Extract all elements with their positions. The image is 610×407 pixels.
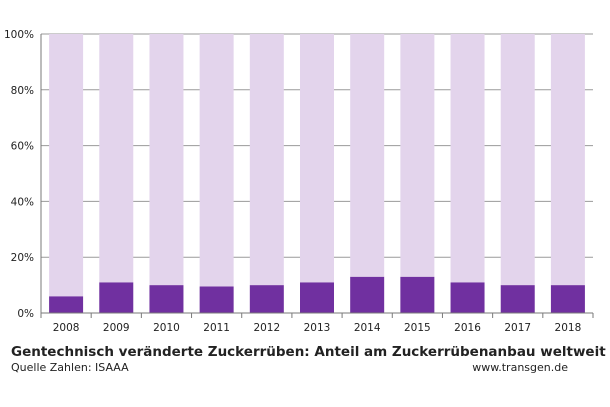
- bar-rest-2015: [400, 34, 435, 277]
- y-tick-label: 40%: [11, 196, 34, 208]
- bar-gm-share-2012: [249, 285, 284, 313]
- y-tick-label: 0%: [17, 308, 34, 320]
- bar-gm-share-2010: [149, 285, 184, 313]
- source-note: Quelle Zahlen: ISAAA: [11, 361, 129, 374]
- bar-gm-share-2015: [400, 276, 435, 313]
- x-tick-label: 2015: [404, 322, 431, 334]
- x-tick-label: 2012: [253, 322, 280, 334]
- bar-rest-2009: [99, 34, 134, 283]
- y-tick-label: 100%: [4, 29, 34, 41]
- bar-gm-share-2009: [99, 282, 134, 313]
- bar-rest-2014: [350, 34, 385, 277]
- x-tick-labels: 2008 2009 2010 2011 2012 2013 2014 2015 2016 2017…: [53, 322, 582, 334]
- bar-rest-2016: [450, 34, 485, 283]
- x-tick-label: 2011: [203, 322, 230, 334]
- bar-gm-share-2011: [199, 286, 234, 313]
- y-tick-label: 60%: [11, 141, 34, 153]
- bar-chart: 0%20%40%60%80%100% 2008 2009 2010 2011 2012 2…: [4, 29, 594, 334]
- x-tick-label: 2016: [454, 322, 481, 334]
- x-tick-label: 2008: [53, 322, 80, 334]
- website-label: www.transgen.de: [472, 361, 568, 374]
- y-tick-labels: 0% 20% 40% 60% 80% 100%: [4, 29, 34, 320]
- bar-gm-share-2013: [300, 282, 334, 313]
- y-tick-label: 80%: [11, 85, 34, 97]
- x-tick-label: 2018: [555, 322, 582, 334]
- axes: [40, 34, 594, 318]
- bar-gm-share-2008: [49, 296, 84, 313]
- bar-gm-share-2014: [350, 276, 385, 313]
- bars: [49, 34, 585, 313]
- x-tick-label: 2009: [103, 322, 130, 334]
- x-tick-label: 2014: [354, 322, 381, 334]
- x-tick-label: 2010: [153, 322, 180, 334]
- y-tick-label: 20%: [11, 252, 34, 264]
- bar-rest-2012: [249, 34, 284, 286]
- bar-rest-2010: [149, 34, 184, 286]
- bar-rest-2018: [550, 34, 585, 286]
- bar-gm-share-2018: [550, 285, 585, 313]
- bar-rest-2017: [500, 34, 535, 286]
- chart-title: Gentechnisch veränderte Zuckerrüben: Ant…: [11, 344, 606, 360]
- x-tick-label: 2017: [504, 322, 531, 334]
- x-tick-label: 2013: [304, 322, 331, 334]
- bar-rest-2011: [199, 34, 234, 287]
- bar-gm-share-2016: [450, 282, 485, 313]
- bar-rest-2013: [300, 34, 334, 283]
- bar-rest-2008: [49, 34, 84, 297]
- bar-gm-share-2017: [500, 285, 535, 313]
